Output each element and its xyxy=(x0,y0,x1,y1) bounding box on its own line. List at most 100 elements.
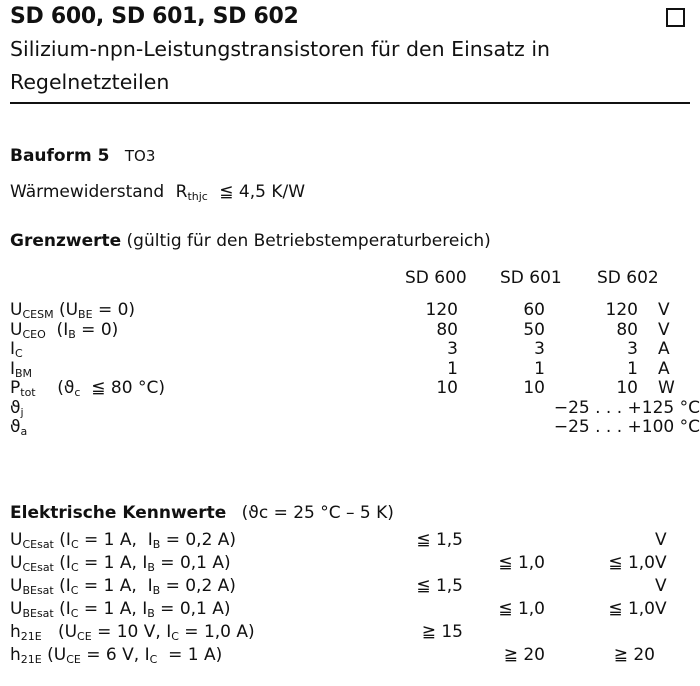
label-text: ϑ xyxy=(10,397,21,418)
label-subscript: C xyxy=(70,607,79,620)
label-text: U xyxy=(10,599,23,619)
value-cell: ≦ 1,0 xyxy=(608,553,655,573)
rth-symbol-sub: thjc xyxy=(187,190,208,203)
unit-cell: V xyxy=(655,599,667,619)
row-label: UCEsat (IC = 1 A, IB = 0,1 A) xyxy=(10,553,231,574)
row-label: UBEsat (IC = 1 A, IB = 0,2 A) xyxy=(10,576,236,597)
value-cell: ≦ 1,0 xyxy=(608,599,655,619)
label-text: P xyxy=(10,378,21,398)
grenzwerte-note: (gültig für den Betriebstemperaturbereic… xyxy=(126,231,491,251)
subtitle-line-2: Regelnetzteilen xyxy=(10,70,170,94)
label-subscript: C xyxy=(15,347,23,360)
row-label: UCEsat (IC = 1 A, IB = 0,2 A) xyxy=(10,530,236,551)
value-cell: 1 xyxy=(447,358,458,379)
value-cell: ≧ 20 xyxy=(613,645,655,665)
label-subscript: B xyxy=(147,607,155,620)
table-row: UBEsat (IC = 1 A, IB = 0,2 A) ≦ 1,5 V xyxy=(10,576,700,597)
label-subscript: BEsat xyxy=(22,607,54,620)
label-subscript: CEsat xyxy=(22,538,54,551)
value-cell: 1 xyxy=(534,358,545,379)
label-subscript: CESM xyxy=(22,308,54,321)
label-subscript: 21E xyxy=(20,630,42,643)
label-text: (I xyxy=(53,599,71,619)
value-cell: ≦ 1,5 xyxy=(416,576,463,596)
row-label: Ptot (ϑc ≦ 80 °C) xyxy=(10,378,165,399)
label-subscript: C xyxy=(149,653,158,666)
label-subscript: C xyxy=(70,538,79,551)
label-subscript: c xyxy=(74,386,81,399)
value-cell: ≧ 20 xyxy=(503,645,545,665)
label-text: I xyxy=(10,358,16,379)
label-subscript: C xyxy=(70,584,79,597)
label-subscript: j xyxy=(20,405,24,419)
row-label: UCEO (IB = 0) xyxy=(10,320,118,341)
unit-cell: V xyxy=(658,300,670,320)
label-subscript: CE xyxy=(77,630,92,643)
table-row: Ptot (ϑc ≦ 80 °C) 10 10 10 W xyxy=(10,378,700,399)
kennwerte-title: Elektrische Kennwerte xyxy=(10,503,227,523)
label-subscript: CEsat xyxy=(22,561,54,574)
label-text: (I xyxy=(53,576,71,596)
value-cell: 80 xyxy=(616,319,638,340)
kennwerte-heading: Elektrische Kennwerte (ϑc = 25 °C – 5 K) xyxy=(10,503,394,523)
divider xyxy=(10,102,690,104)
rth-symbol-main: R xyxy=(175,182,188,202)
label-subscript: B xyxy=(147,561,155,574)
label-subscript: BE xyxy=(78,308,93,321)
label-subscript: C xyxy=(70,561,79,574)
row-label: IBM xyxy=(10,359,32,380)
label-text: (U xyxy=(53,300,79,320)
table-row: UCEO (IB = 0) 80 50 80 V xyxy=(10,319,700,341)
label-text: = 1 A, I xyxy=(78,530,153,550)
rth-symbol: Rthjc xyxy=(175,182,208,203)
value-cell: 3 xyxy=(534,339,545,359)
value-cell: 3 xyxy=(447,339,458,359)
row-label: ϑj xyxy=(10,398,24,419)
label-text: U xyxy=(10,576,23,596)
label-text: = 1 A, I xyxy=(78,576,153,596)
label-subscript: B xyxy=(68,327,76,341)
label-text: = 1 A, I xyxy=(78,599,148,619)
table-row: UCEsat (IC = 1 A, IB = 0,1 A) ≦ 1,0 ≦ 1,0 V xyxy=(10,553,700,574)
label-text: = 0) xyxy=(92,300,136,320)
grenzwerte-title: Grenzwerte xyxy=(10,231,122,251)
checkbox-square-icon xyxy=(666,8,685,27)
label-text: = 0) xyxy=(75,319,119,340)
label-text: = 0,1 A) xyxy=(154,553,231,573)
value-cell: 10 xyxy=(436,378,458,398)
value-cell: 120 xyxy=(605,300,638,320)
row-label: h21E (UCE = 10 V, IC = 1,0 A) xyxy=(10,622,255,643)
table-row: ϑj −25 . . . +125 °C xyxy=(10,397,700,419)
row-label: UBEsat (IC = 1 A, IB = 0,1 A) xyxy=(10,599,231,620)
row-label: h21E (UCE = 6 V, IC = 1 A) xyxy=(10,645,222,666)
unit-cell: V xyxy=(658,319,670,340)
value-cell: ≦ 1,0 xyxy=(498,553,545,573)
label-text: h xyxy=(10,645,21,665)
grenzwerte-heading: Grenzwerte (gültig für den Betriebstempe… xyxy=(10,231,491,251)
table-row: IBM 1 1 1 A xyxy=(10,358,700,380)
bauform-label: Bauform 5 xyxy=(10,146,110,166)
column-header-sd601: SD 601 xyxy=(500,268,562,288)
value-cell: 80 xyxy=(436,319,458,340)
label-text: (I xyxy=(45,319,69,340)
row-label: IC xyxy=(10,339,23,360)
label-text: U xyxy=(10,553,23,573)
unit-cell: V xyxy=(655,576,667,596)
table-row: h21E (UCE = 6 V, IC = 1 A) ≧ 20 ≧ 20 xyxy=(10,645,700,666)
unit-cell: W xyxy=(658,378,675,398)
unit-cell: V xyxy=(655,530,667,550)
label-subscript: BEsat xyxy=(22,584,54,597)
waermewiderstand-label: Wärmewiderstand xyxy=(10,182,165,202)
value-cell: ≦ 1,0 xyxy=(498,599,545,619)
kennwerte-note: (ϑc = 25 °C – 5 K) xyxy=(241,503,394,523)
value-cell: 3 xyxy=(627,339,638,359)
label-text: ϑ xyxy=(10,417,21,437)
unit-cell: A xyxy=(658,339,670,359)
label-text: U xyxy=(10,319,23,340)
unit-cell: V xyxy=(655,553,667,573)
label-text: (U xyxy=(41,622,78,642)
label-text: = 0,2 A) xyxy=(160,576,236,596)
label-text: I xyxy=(10,339,16,359)
range-cell: −25 . . . +125 °C xyxy=(553,397,700,418)
label-subscript: a xyxy=(20,425,28,438)
